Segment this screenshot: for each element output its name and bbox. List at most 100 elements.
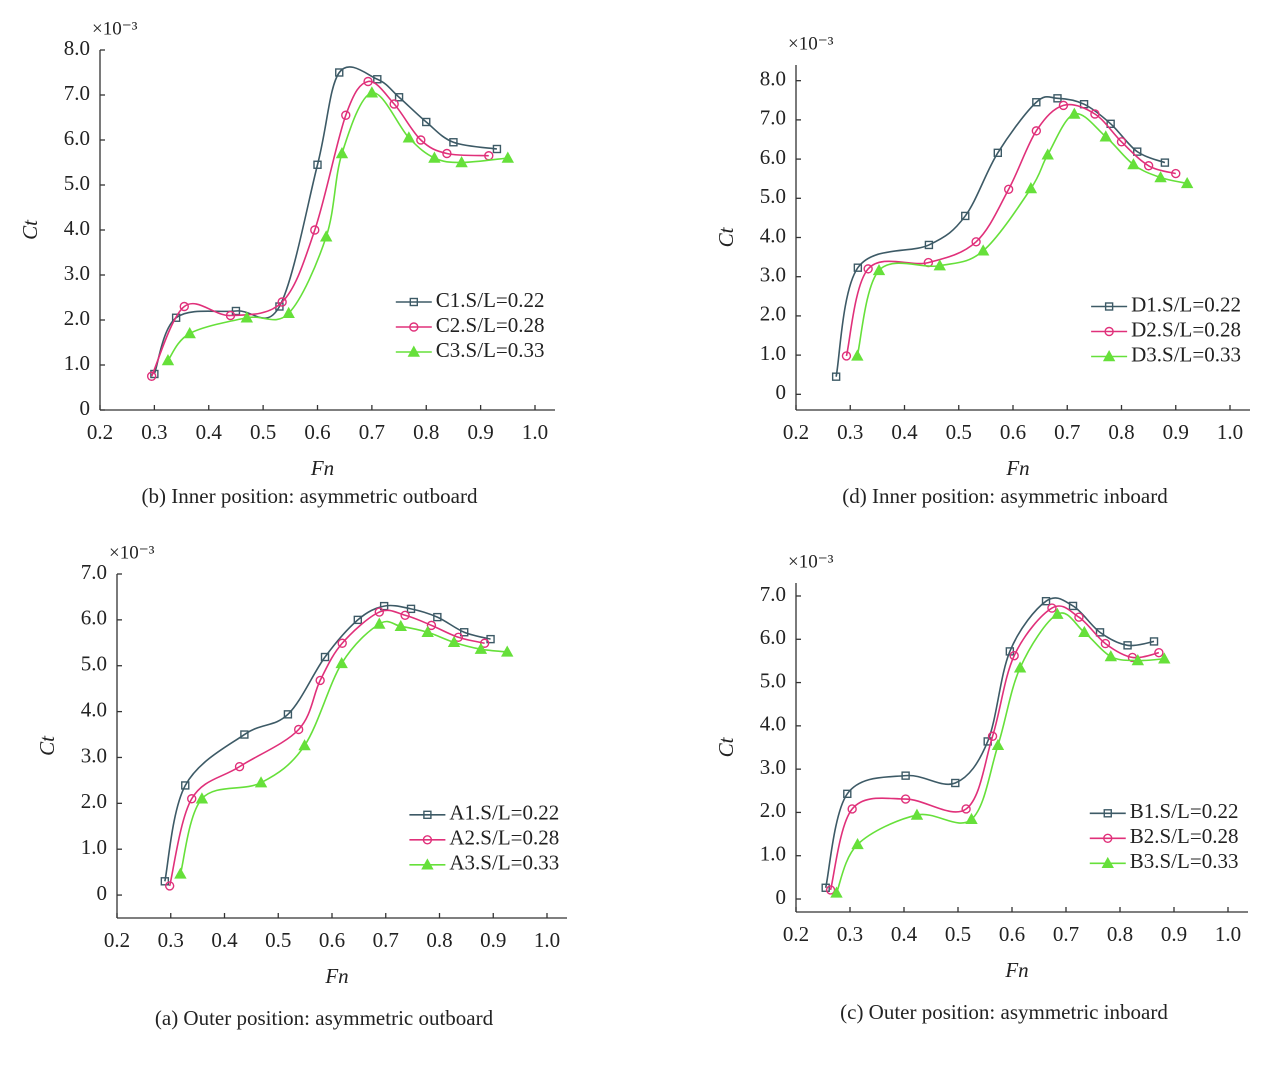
legend-label: D3.S/L=0.33 xyxy=(1131,342,1241,366)
legend-marker xyxy=(1104,326,1114,337)
x-tick-label: 0.2 xyxy=(104,928,130,952)
marker xyxy=(337,638,347,648)
marker xyxy=(492,144,502,154)
marker xyxy=(341,110,351,120)
x-tick-label: 0.7 xyxy=(359,420,385,444)
marker xyxy=(872,263,886,276)
x-tick-label: 0.6 xyxy=(999,922,1025,946)
y-tick-label: 3.0 xyxy=(81,743,107,767)
marker xyxy=(1068,601,1078,611)
marker xyxy=(1068,107,1081,119)
marker xyxy=(1100,638,1111,649)
legend-marker xyxy=(1102,350,1116,362)
marker xyxy=(1095,628,1105,637)
y-tick-label: 7.0 xyxy=(81,560,107,584)
marker xyxy=(365,86,379,98)
x-tick-label: 0.9 xyxy=(1161,922,1187,946)
marker xyxy=(406,604,416,614)
y-tick-label: 1.0 xyxy=(64,351,90,375)
legend-marker xyxy=(422,835,433,845)
x-tick-label: 0.8 xyxy=(426,928,452,952)
marker xyxy=(1099,130,1112,142)
legend-marker xyxy=(409,297,418,307)
legend-marker xyxy=(1103,833,1113,843)
marker xyxy=(1127,158,1140,170)
series-line xyxy=(179,620,508,875)
marker xyxy=(501,645,514,657)
marker xyxy=(1149,637,1159,646)
x-tick-label: 0.8 xyxy=(1107,922,1133,946)
marker xyxy=(254,776,268,788)
series-line xyxy=(845,103,1176,357)
marker xyxy=(240,730,249,739)
marker xyxy=(965,812,978,825)
caption: (d) Inner position: asymmetric inboard xyxy=(842,484,1168,508)
legend-marker xyxy=(423,810,432,819)
y-axis-label: Ct xyxy=(714,226,738,247)
marker xyxy=(183,327,196,339)
marker xyxy=(374,607,384,617)
x-tick-label: 0.5 xyxy=(945,922,971,946)
x-tick-label: 0.7 xyxy=(1053,922,1079,946)
marker xyxy=(310,225,320,235)
marker xyxy=(313,160,322,169)
x-tick-label: 0.3 xyxy=(141,420,167,444)
marker xyxy=(474,642,488,654)
legend-marker xyxy=(409,322,419,332)
multiplier: ×10⁻³ xyxy=(788,33,834,54)
marker xyxy=(1133,147,1142,156)
marker xyxy=(1041,148,1054,160)
y-tick-label: 1.0 xyxy=(760,341,786,365)
x-tick-label: 0.9 xyxy=(480,928,506,952)
marker xyxy=(179,301,189,312)
marker xyxy=(335,68,344,77)
y-tick-label: 4.0 xyxy=(64,216,90,240)
y-tick-label: 6.0 xyxy=(81,606,107,630)
marker xyxy=(320,230,333,242)
x-tick-label: 0.9 xyxy=(468,420,494,444)
panel: 0 1.0 2.0 3.0 4.0 5.0 6.0 7.0 8.0 0.2 0.3 0.4 0.5 0.6… xyxy=(714,33,1250,508)
marker xyxy=(924,240,934,250)
marker xyxy=(161,354,175,366)
x-tick-label: 0.4 xyxy=(891,420,918,444)
marker xyxy=(853,263,863,272)
marker xyxy=(298,739,311,751)
marker xyxy=(1047,603,1057,613)
series-line xyxy=(153,66,498,375)
panel: 0 1.0 2.0 3.0 4.0 5.0 6.0 7.0 0.2 0.3 0.4 0.5 0.6 0.7… xyxy=(714,551,1248,1024)
marker xyxy=(433,612,442,622)
marker xyxy=(1160,158,1170,167)
y-tick-label: 7.0 xyxy=(760,106,786,130)
marker xyxy=(961,211,970,221)
y-tick-label: 0 xyxy=(97,881,108,905)
marker xyxy=(1013,661,1027,673)
marker xyxy=(402,131,416,143)
marker xyxy=(234,761,245,772)
marker xyxy=(335,656,348,669)
marker xyxy=(1024,182,1038,194)
marker xyxy=(160,877,170,886)
marker xyxy=(1104,650,1118,662)
y-tick-label: 5.0 xyxy=(760,184,786,208)
y-tick-label: 5.0 xyxy=(64,171,90,195)
x-tick-label: 0.7 xyxy=(1054,420,1080,444)
legend-label: C2.S/L=0.28 xyxy=(436,313,545,337)
marker xyxy=(277,297,287,307)
y-tick-label: 0 xyxy=(776,885,787,909)
caption: (b) Inner position: asymmetric outboard xyxy=(142,484,478,508)
marker xyxy=(1154,647,1164,658)
marker xyxy=(240,311,254,323)
marker xyxy=(174,867,187,879)
x-axis-label: Fn xyxy=(310,456,334,480)
x-tick-label: 1.0 xyxy=(522,420,548,444)
marker xyxy=(1143,161,1154,171)
series-line xyxy=(829,605,1160,891)
x-tick-label: 0.3 xyxy=(837,922,863,946)
y-axis-label: Ct xyxy=(18,219,42,240)
marker xyxy=(335,147,349,159)
marker xyxy=(851,349,864,361)
legend-label: B2.S/L=0.28 xyxy=(1130,824,1239,848)
x-tick-label: 0.6 xyxy=(304,420,330,444)
marker xyxy=(1154,171,1167,183)
